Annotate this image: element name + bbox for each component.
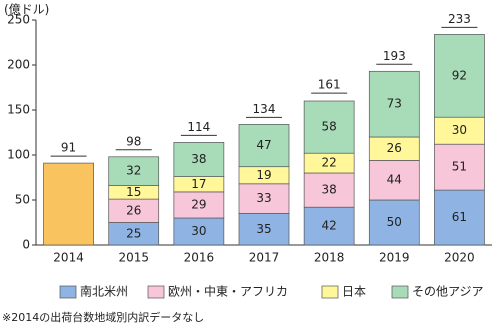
segment-label: 15: [126, 185, 141, 199]
segment-label: 92: [452, 68, 467, 82]
x-tick-label: 2015: [118, 251, 149, 265]
note: ※2014の出荷台数地域別内訳データなし: [2, 310, 204, 324]
segment-label: 47: [256, 138, 271, 152]
total-label: 161: [318, 78, 341, 92]
bar-segment: [303, 172, 355, 208]
y-tick-label: 100: [7, 148, 30, 162]
bar-segment: [368, 70, 420, 138]
bar-segment: [434, 189, 485, 246]
total-label: 233: [448, 12, 471, 26]
bar-segment: [303, 100, 355, 154]
bar-segment: [238, 183, 290, 214]
x-tick-label: 2018: [314, 251, 345, 265]
segment-label: 19: [256, 168, 271, 182]
bar-segment: [434, 116, 485, 145]
segment-label: 32: [126, 164, 141, 178]
legend-swatch: [391, 285, 409, 299]
x-tick-label: 2014: [53, 251, 84, 265]
bar-segment: [173, 142, 225, 177]
segment-label: 26: [126, 203, 141, 217]
legend-label: その他アジア: [412, 285, 484, 299]
segment-label: 29: [191, 197, 206, 211]
bar: [43, 162, 94, 246]
bar-segment: [303, 206, 355, 246]
segment-label: 25: [126, 226, 141, 240]
x-tick-label: 2020: [444, 251, 475, 265]
segment-label: 50: [387, 215, 402, 229]
y-tick-label: 0: [22, 238, 30, 252]
y-tick-label: 150: [7, 103, 30, 117]
x-tick-label: 2019: [379, 251, 410, 265]
bar-segment: [368, 199, 420, 246]
segment-label: 17: [191, 177, 206, 191]
total-label: 114: [187, 120, 210, 134]
total-label: 98: [126, 134, 141, 148]
segment-label: 22: [322, 156, 337, 170]
y-axis-label: (億ドル): [4, 3, 49, 17]
legend-swatch: [147, 285, 165, 299]
segment-label: 51: [452, 160, 467, 174]
segment-label: 58: [322, 120, 337, 134]
bar-segment: [434, 143, 485, 191]
segment-label: 38: [191, 152, 206, 166]
bar-segment: [173, 191, 225, 219]
segment-label: 61: [452, 210, 467, 224]
segment-label: 30: [191, 224, 206, 238]
y-tick-label: 200: [7, 58, 30, 72]
segment-label: 42: [322, 219, 337, 233]
bar-segment: [434, 34, 485, 118]
x-tick-label: 2016: [184, 251, 215, 265]
segment-label: 35: [256, 222, 271, 236]
legend-swatch: [321, 285, 339, 299]
segment-label: 38: [322, 183, 337, 197]
total-label: 134: [253, 102, 276, 116]
legend-label: 欧州・中東・アフリカ: [168, 284, 288, 299]
legend-swatch: [59, 285, 77, 299]
y-tick-label: 50: [15, 193, 30, 207]
total-label: 193: [383, 49, 406, 63]
segment-label: 73: [387, 97, 402, 111]
segment-label: 44: [387, 173, 402, 187]
segment-label: 33: [256, 191, 271, 205]
segment-label: 26: [387, 141, 402, 155]
x-tick-label: 2017: [249, 251, 280, 265]
bar-segment: [108, 156, 160, 186]
legend-label: 南北米州: [80, 284, 128, 299]
legend-label: 日本: [342, 285, 366, 299]
bar-segment: [238, 124, 290, 168]
y-tick-label: 250: [7, 13, 30, 27]
segment-label: 30: [452, 123, 467, 137]
total-label: 91: [61, 141, 76, 155]
